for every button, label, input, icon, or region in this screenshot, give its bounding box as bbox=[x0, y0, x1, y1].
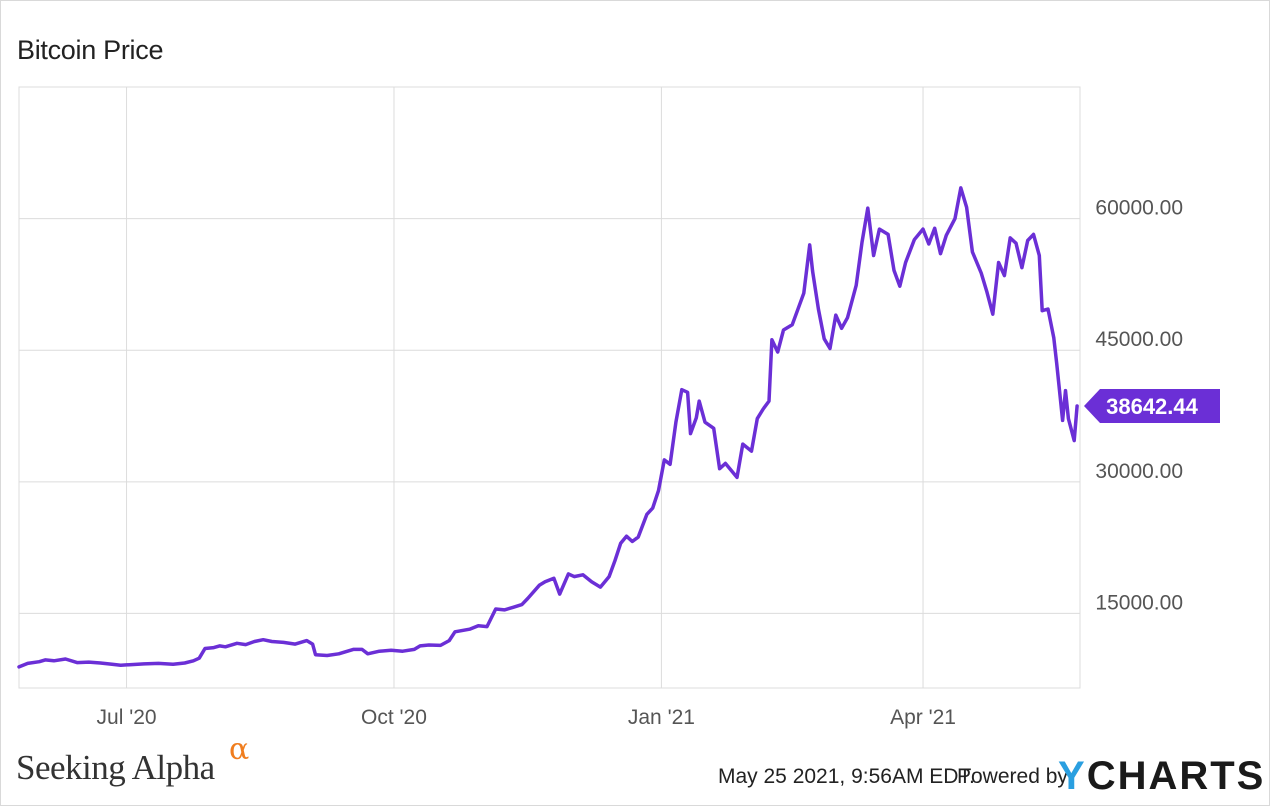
y-tick-label: 60000.00 bbox=[1095, 197, 1183, 220]
y-tick-label: 30000.00 bbox=[1095, 460, 1183, 483]
y-tick-label: 15000.00 bbox=[1095, 591, 1183, 614]
chart-title: Bitcoin Price bbox=[17, 35, 164, 65]
x-tick-label: Jul '20 bbox=[97, 706, 157, 729]
ycharts-logo[interactable]: YCHARTS bbox=[1058, 754, 1265, 799]
timestamp-text: May 25 2021, 9:56AM EDT. bbox=[718, 765, 975, 788]
ycharts-logo-text: CHARTS bbox=[1086, 754, 1266, 798]
y-tick-label: 45000.00 bbox=[1095, 328, 1183, 351]
price-series bbox=[17, 186, 1079, 669]
last-value-marker bbox=[1084, 388, 1220, 423]
x-tick-label: Oct '20 bbox=[361, 706, 427, 729]
powered-by-text: Powered by bbox=[957, 765, 1068, 788]
x-tick-label: Jan '21 bbox=[628, 706, 695, 729]
ycharts-logo-y: Y bbox=[1058, 754, 1087, 798]
axis-ticks: 15000.00 30000.00 45000.00 60000.00 Jul '20 O… bbox=[97, 197, 1183, 729]
x-tick-label: Apr '21 bbox=[890, 706, 956, 729]
plot-border bbox=[18, 86, 1081, 689]
last-value-badge: 38642.44 bbox=[1084, 388, 1220, 423]
brand-name: Seeking Alpha bbox=[16, 748, 215, 787]
last-value-label: 38642.44 bbox=[1106, 394, 1199, 419]
price-line bbox=[17, 186, 1079, 669]
grid-lines bbox=[18, 86, 1081, 689]
brand-alpha-mark: α bbox=[229, 732, 250, 767]
